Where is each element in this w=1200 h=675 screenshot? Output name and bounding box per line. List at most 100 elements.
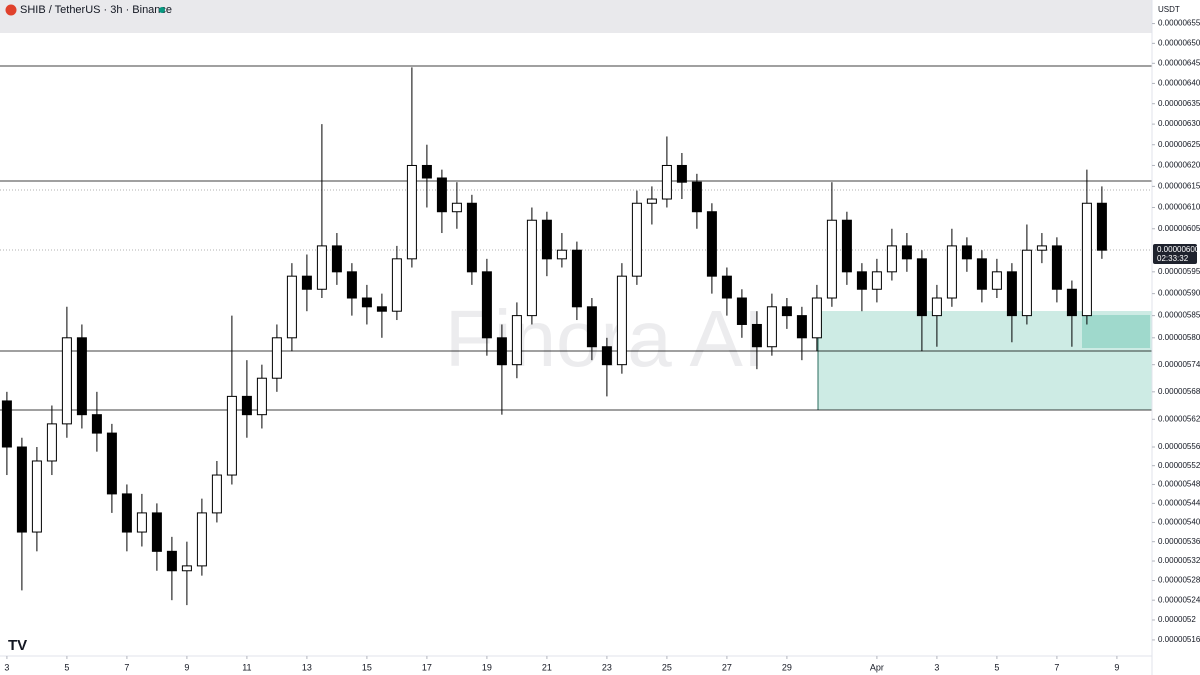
x-tick-label: 7 <box>1054 662 1059 672</box>
price-badge <box>1153 244 1197 264</box>
candle-body <box>1066 288 1077 317</box>
x-tick-label: 15 <box>362 662 372 672</box>
candle-body <box>406 164 417 260</box>
candle-body <box>496 337 507 366</box>
watermark: Finora AI <box>445 294 765 383</box>
candle-body <box>481 271 492 339</box>
candle-body <box>976 258 987 290</box>
candle-body <box>631 202 642 277</box>
x-tick-label: 21 <box>542 662 552 672</box>
candle-body <box>871 271 882 290</box>
candle-body <box>841 219 852 273</box>
candle-body <box>526 219 537 317</box>
candle-body <box>376 306 387 312</box>
y-tick-label: 0.00000536 <box>1158 537 1200 546</box>
y-tick-label: 0.00000645 <box>1158 58 1200 67</box>
candle-body <box>241 395 252 416</box>
x-tick-label: 23 <box>602 662 612 672</box>
candle-body <box>676 164 687 183</box>
candle-body <box>706 211 717 277</box>
candle-body <box>646 198 657 204</box>
candle-body <box>91 414 102 434</box>
candle-body <box>946 245 957 299</box>
countdown: 02:33:32 <box>1157 254 1189 263</box>
y-tick-label: 0.00000630 <box>1158 119 1200 128</box>
candle-body <box>136 512 147 533</box>
currency: USDT <box>1158 5 1180 14</box>
x-tick-label: 29 <box>782 662 792 672</box>
candle-body <box>106 432 117 495</box>
candle-body <box>826 219 837 299</box>
x-tick-label: 3 <box>934 662 939 672</box>
candle-body <box>436 177 447 213</box>
candle-body <box>1006 271 1017 317</box>
candle-body <box>541 219 552 260</box>
y-tick-label: 0.00000544 <box>1158 498 1200 507</box>
candle-body <box>1 400 12 448</box>
candle-body <box>736 297 747 325</box>
candle-body <box>391 258 402 312</box>
y-tick-label: 0.00000532 <box>1158 556 1200 565</box>
candle-body <box>571 249 582 308</box>
candle-body <box>601 346 612 366</box>
y-tick-label: 0.00000615 <box>1158 182 1200 191</box>
candle-body <box>586 306 597 348</box>
candle-body <box>16 446 27 533</box>
x-tick-label: 19 <box>482 662 492 672</box>
candle-body <box>421 164 432 179</box>
candle-body <box>1021 249 1032 317</box>
candle-body <box>1096 202 1107 251</box>
candle-body <box>886 245 897 273</box>
candle-body <box>721 275 732 299</box>
x-tick-label: 5 <box>994 662 999 672</box>
zone-inner <box>1082 315 1150 348</box>
y-tick-label: 0.00000655 <box>1158 19 1200 28</box>
y-tick-label: 0.00000640 <box>1158 79 1200 88</box>
candle-body <box>316 245 327 290</box>
candle-body <box>856 271 867 290</box>
candle-body <box>451 202 462 213</box>
candles <box>1 67 1107 606</box>
logo: TV <box>8 637 27 654</box>
candle-body <box>961 245 972 260</box>
y-tick-label: 0.00000562 <box>1158 414 1200 423</box>
candle-body <box>1081 202 1092 317</box>
x-tick-label: Apr <box>870 662 884 672</box>
x-tick-label: 17 <box>422 662 432 672</box>
y-tick-label: 0.00000548 <box>1158 480 1200 489</box>
y-tick-label: 0.00000585 <box>1158 311 1200 320</box>
candle-body <box>616 275 627 366</box>
y-tick-label: 0.00000635 <box>1158 99 1200 108</box>
candle-body <box>301 275 312 290</box>
candle-body <box>751 323 762 348</box>
candle-body <box>121 493 132 533</box>
candle-body <box>796 315 807 339</box>
price-label: 0.00000600 <box>1157 245 1200 254</box>
candle-body <box>1036 245 1047 251</box>
candle-body <box>286 275 297 339</box>
candle-body <box>691 181 702 213</box>
candle-body <box>151 512 162 552</box>
y-tick-label: 0.00000605 <box>1158 224 1200 233</box>
candle-body <box>916 258 927 317</box>
x-tick-label: 5 <box>64 662 69 672</box>
status-dot <box>159 7 165 13</box>
candle-body <box>76 337 87 416</box>
candle-body <box>931 297 942 317</box>
candle-body <box>556 249 567 260</box>
candle-body <box>811 297 822 339</box>
x-tick-label: 3 <box>4 662 9 672</box>
symbol: SHIB / TetherUS · 3h · Binance <box>20 4 172 16</box>
candle-body <box>256 377 267 416</box>
candle-body <box>766 306 777 348</box>
y-tick-label: 0.00000516 <box>1158 635 1200 644</box>
x-tick-label: 25 <box>662 662 672 672</box>
x-tick-label: 11 <box>242 662 251 672</box>
candle-body <box>31 460 42 533</box>
candle-body <box>211 474 222 514</box>
y-tick-label: 0.00000574 <box>1158 360 1200 369</box>
y-tick-label: 0.00000540 <box>1158 518 1200 527</box>
y-tick-label: 0.00000595 <box>1158 267 1200 276</box>
x-tick-label: 7 <box>124 662 129 672</box>
candle-body <box>331 245 342 273</box>
